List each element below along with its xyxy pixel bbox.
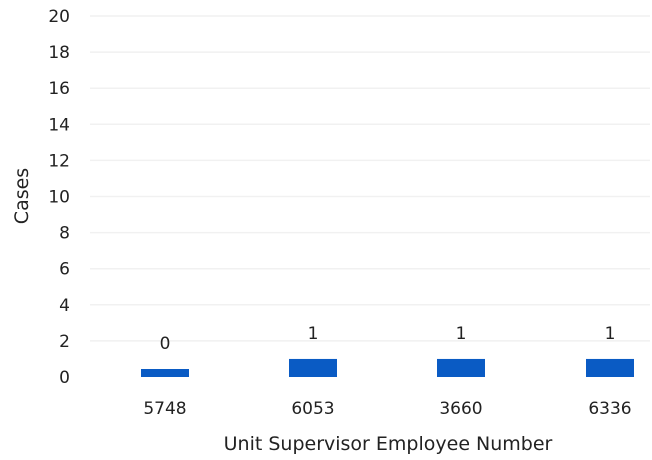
y-tick-label: 10 bbox=[48, 188, 70, 208]
x-axis-ticks: 5748 6053 3660 6336 bbox=[143, 399, 631, 419]
y-axis-ticks: 0 2 4 6 8 10 12 14 16 18 20 bbox=[48, 7, 70, 388]
data-label-3660: 1 bbox=[456, 324, 467, 344]
bar-3660 bbox=[437, 358, 485, 377]
y-tick-label: 8 bbox=[59, 224, 70, 244]
y-tick-label: 0 bbox=[59, 368, 70, 388]
y-axis-title: Cases bbox=[11, 168, 33, 224]
y-tick-label: 20 bbox=[48, 7, 70, 27]
x-tick-label-6336: 6336 bbox=[588, 399, 631, 419]
bars bbox=[141, 358, 634, 377]
x-tick-label-3660: 3660 bbox=[439, 399, 482, 419]
bar-5748 bbox=[141, 369, 189, 377]
bar-6053 bbox=[289, 358, 337, 377]
y-tick-label: 14 bbox=[48, 115, 70, 135]
y-tick-label: 4 bbox=[59, 296, 70, 316]
bar-6336 bbox=[586, 358, 634, 377]
y-tick-label: 12 bbox=[48, 151, 70, 171]
data-label-6336: 1 bbox=[605, 324, 616, 344]
y-tick-label: 16 bbox=[48, 79, 70, 99]
y-tick-label: 18 bbox=[48, 43, 70, 63]
x-tick-label-6053: 6053 bbox=[291, 399, 334, 419]
x-tick-label-5748: 5748 bbox=[143, 399, 186, 419]
y-tick-label: 2 bbox=[59, 332, 70, 352]
x-axis-title: Unit Supervisor Employee Number bbox=[224, 433, 553, 455]
y-tick-label: 6 bbox=[59, 260, 70, 280]
data-label-5748: 0 bbox=[160, 334, 171, 354]
data-label-6053: 1 bbox=[308, 324, 319, 344]
gridlines bbox=[90, 15, 650, 342]
data-labels: 0 1 1 1 bbox=[160, 324, 616, 354]
